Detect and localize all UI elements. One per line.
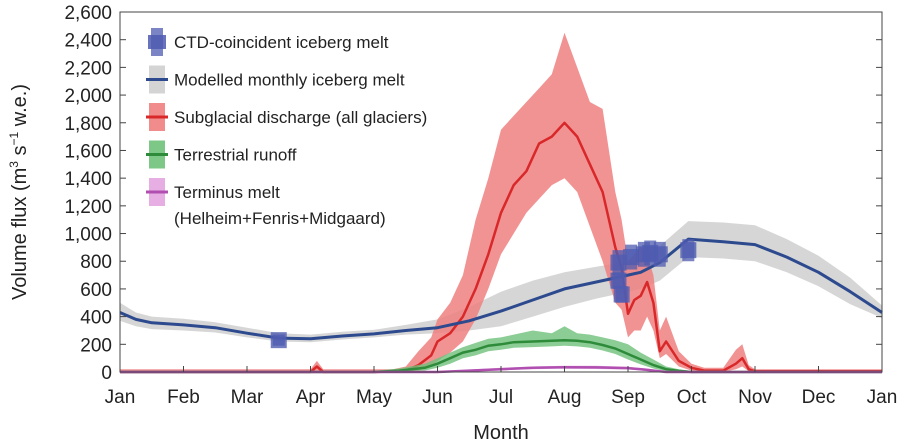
y-axis-title-text: Volume flux — [9, 197, 31, 300]
y-axis-unit-part: w.e.) — [9, 84, 31, 132]
axes: 0 200 400 600 800 1,000 1,200 1,400 1,600 1,800 2,… — [64, 3, 897, 408]
legend-modelled-iceberg-melt-label: Modelled monthly iceberg melt — [174, 71, 405, 90]
plot-area — [119, 32, 883, 374]
x-tick-label: Jun — [422, 387, 453, 408]
x-tick-label: Nov — [738, 387, 772, 408]
y-tick-label: 600 — [80, 280, 112, 301]
legend-terrestrial-runoff-label: Terrestrial runoff — [174, 146, 297, 165]
y-tick-label: 800 — [80, 252, 112, 273]
y-tick-label: 200 — [80, 335, 112, 356]
y-tick-label: 0 — [101, 363, 112, 384]
subglacial-discharge-band — [120, 32, 882, 373]
ctd-iceberg-melt-point — [651, 246, 668, 263]
y-axis-unit-part: (m — [9, 168, 31, 191]
ctd-iceberg-melt-point — [613, 286, 630, 303]
x-tick-label: Jan — [105, 387, 136, 408]
y-tick-label: 2,400 — [64, 31, 112, 52]
legend-subglacial-discharge-label: Subglacial discharge (all glaciers) — [174, 108, 427, 127]
y-axis-unit-superscript: 3 — [7, 161, 21, 168]
x-tick-label: May — [356, 387, 392, 408]
y-tick-label: 1,000 — [64, 225, 112, 246]
legend: CTD-coincident iceberg melt Modelled mont… — [146, 28, 427, 228]
x-tick-label: Apr — [296, 387, 326, 408]
x-tick-label: Mar — [231, 387, 264, 408]
ctd-iceberg-melt-point — [270, 332, 287, 349]
y-tick-label: 2,000 — [64, 86, 112, 107]
x-tick-label: Sep — [611, 387, 645, 408]
y-tick-label: 1,400 — [64, 169, 112, 190]
ctd-iceberg-melt-point — [680, 242, 697, 259]
legend-terminus-melt-subtitle-label: (Helheim+Fenris+Midgaard) — [174, 209, 386, 228]
y-axis-unit-superscript: −1 — [7, 131, 21, 145]
y-axis-unit-part: s — [9, 145, 31, 161]
y-tick-label: 2,200 — [64, 58, 112, 79]
terrestrial-runoff-line — [120, 338, 882, 374]
x-axis-title: Month — [473, 422, 529, 444]
y-tick-label: 1,200 — [64, 197, 112, 218]
legend-ctd-swatch-square — [148, 35, 166, 49]
x-tick-label: Jan — [867, 387, 898, 408]
x-tick-label: Feb — [167, 387, 200, 408]
legend-terminus-melt-label: Terminus melt — [174, 183, 280, 202]
ctd-iceberg-melt-point — [623, 249, 640, 266]
ctd-iceberg-melt-point — [610, 272, 627, 289]
ctd-iceberg-melt-point — [610, 254, 627, 271]
y-axis-title: Volume flux (m3 s−1 w.e.) — [7, 84, 31, 300]
y-tick-label: 1,800 — [64, 114, 112, 135]
terrestrial-runoff-band — [120, 326, 882, 372]
x-tick-label: Jul — [489, 387, 513, 408]
x-tick-label: Aug — [548, 387, 582, 408]
x-tick-label: Oct — [677, 387, 707, 408]
y-tick-label: 400 — [80, 308, 112, 329]
legend-ctd-iceberg-melt-label: CTD-coincident iceberg melt — [174, 33, 389, 52]
x-tick-label: Dec — [802, 387, 836, 408]
modelled-iceberg-melt-line — [119, 237, 883, 341]
y-tick-label: 2,600 — [64, 3, 112, 24]
y-tick-label: 1,600 — [64, 141, 112, 162]
